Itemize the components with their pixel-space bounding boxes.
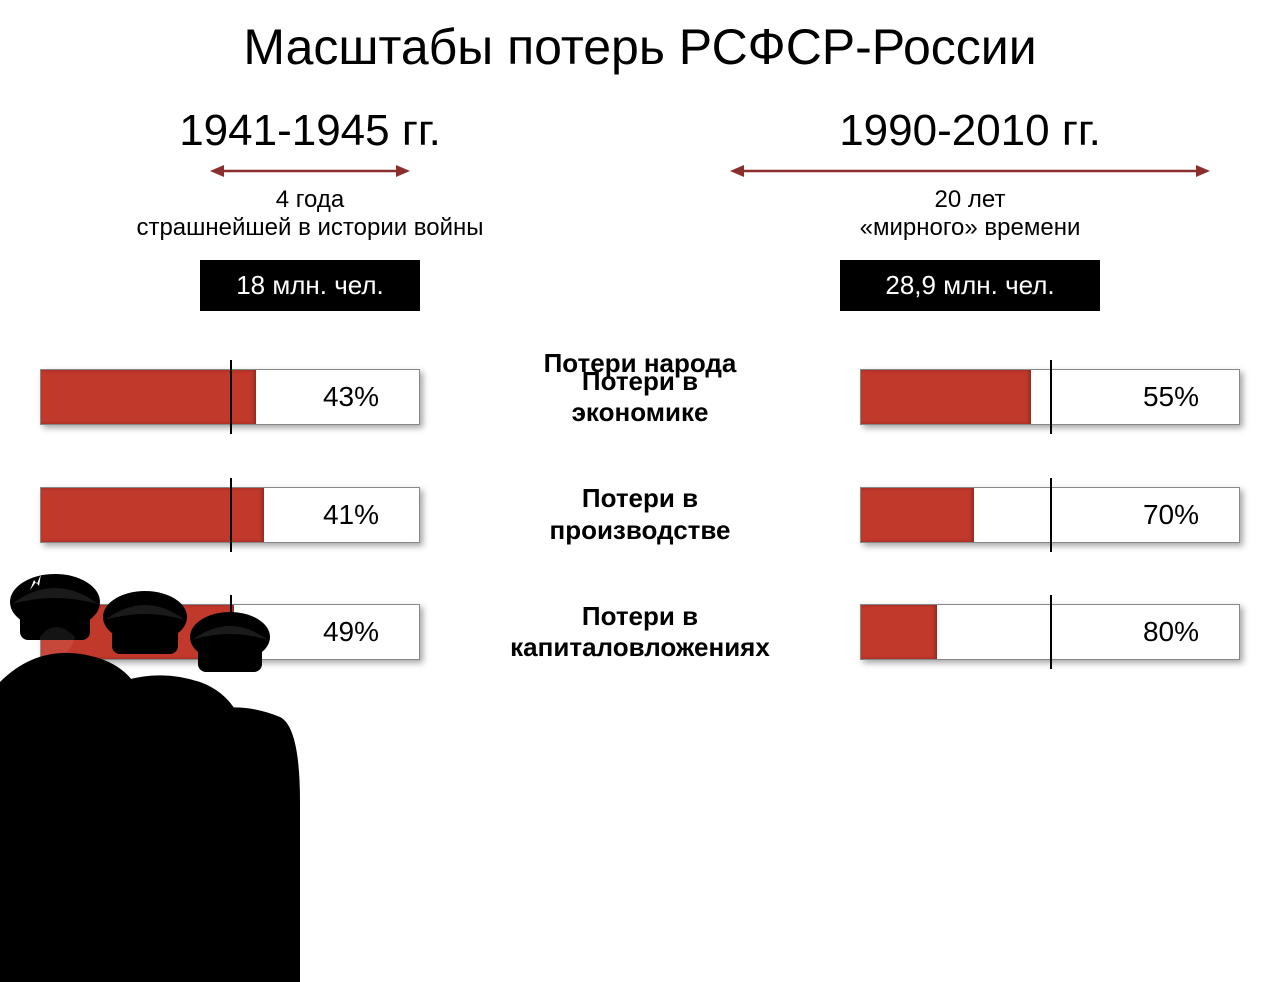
row-label-wrap: Потери впроизводстве bbox=[510, 483, 770, 545]
row-label-wrap: Потери в экономике bbox=[510, 366, 770, 428]
bar-half-tick bbox=[230, 360, 232, 434]
right-column-header: 1990-2010 гг. 20 лет «мирного» времени 2… bbox=[700, 106, 1240, 311]
left-bar: 49% bbox=[40, 604, 420, 660]
bar-row: 49% Потери вкапиталовложениях 80% bbox=[0, 601, 1280, 663]
right-sub2: «мирного» времени bbox=[860, 214, 1081, 242]
bar-pct-label: 70% bbox=[1143, 499, 1199, 531]
right-arrow bbox=[730, 162, 1210, 180]
bar-fill bbox=[41, 605, 234, 659]
page-title: Масштабы потерь РСФСР-России bbox=[0, 18, 1280, 76]
bars-area: 43% Потери в экономике 55% 41% Потери впроиз… bbox=[0, 366, 1280, 663]
right-bar-slot: 55% bbox=[780, 369, 1240, 425]
bar-pct-label: 80% bbox=[1143, 616, 1199, 648]
left-sub1: 4 года bbox=[276, 186, 344, 214]
right-blackbox: 28,9 млн. чел. bbox=[840, 260, 1100, 311]
left-period: 1941-1945 гг. bbox=[179, 106, 441, 156]
header-columns: 1941-1945 гг. 4 года страшнейшей в истор… bbox=[0, 106, 1280, 311]
right-period: 1990-2010 гг. bbox=[839, 106, 1101, 156]
bar-pct-label: 43% bbox=[323, 381, 379, 413]
bar-fill bbox=[861, 488, 974, 542]
bar-pct-label: 41% bbox=[323, 499, 379, 531]
right-bar: 80% bbox=[860, 604, 1240, 660]
row-label: Потери вкапиталовложениях bbox=[510, 601, 770, 663]
left-bar: 43% bbox=[40, 369, 420, 425]
bar-half-tick bbox=[230, 595, 232, 669]
bar-pct-label: 55% bbox=[1143, 381, 1199, 413]
bar-fill bbox=[861, 605, 937, 659]
right-bar: 70% bbox=[860, 487, 1240, 543]
bar-fill bbox=[41, 370, 256, 424]
right-bar-slot: 70% bbox=[780, 487, 1240, 543]
bar-fill bbox=[861, 370, 1031, 424]
right-bar-slot: 80% bbox=[780, 604, 1240, 660]
row-label: Потери впроизводстве bbox=[549, 483, 730, 545]
bar-half-tick bbox=[1050, 478, 1052, 552]
left-column-header: 1941-1945 гг. 4 года страшнейшей в истор… bbox=[40, 106, 580, 311]
row-label: Потери в экономике bbox=[510, 366, 770, 428]
bar-row: 41% Потери впроизводстве 70% bbox=[0, 483, 1280, 545]
left-bar: 41% bbox=[40, 487, 420, 543]
bar-half-tick bbox=[1050, 595, 1052, 669]
right-bar: 55% bbox=[860, 369, 1240, 425]
row-label-wrap: Потери вкапиталовложениях bbox=[510, 601, 770, 663]
left-sub2: страшнейшей в истории войны bbox=[136, 214, 483, 242]
left-bar-slot: 49% bbox=[40, 604, 500, 660]
left-bar-slot: 41% bbox=[40, 487, 500, 543]
left-blackbox: 18 млн. чел. bbox=[200, 260, 420, 311]
bar-row: 43% Потери в экономике 55% bbox=[0, 366, 1280, 428]
bar-pct-label: 49% bbox=[323, 616, 379, 648]
left-arrow bbox=[210, 162, 410, 180]
right-sub1: 20 лет bbox=[935, 186, 1006, 214]
bar-half-tick bbox=[1050, 360, 1052, 434]
left-bar-slot: 43% bbox=[40, 369, 500, 425]
bar-half-tick bbox=[230, 478, 232, 552]
